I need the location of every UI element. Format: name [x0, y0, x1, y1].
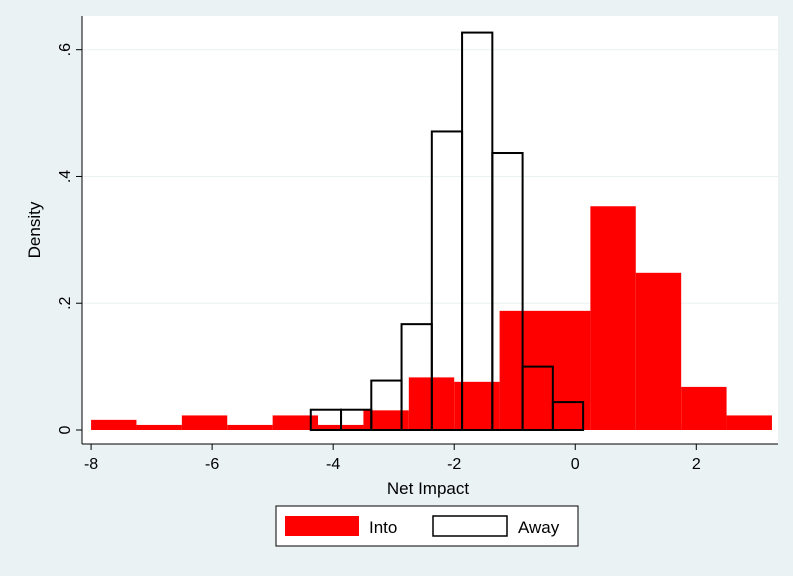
y-tick-label-0: 0 [57, 425, 74, 434]
into-bar-11 [590, 206, 636, 430]
x-tick-label-0: -8 [84, 456, 98, 473]
away-bar-7 [521, 365, 554, 432]
into-bar-12 [635, 272, 682, 430]
x-tick-label-4: 0 [571, 456, 580, 473]
x-axis-label: Net Impact [387, 479, 469, 498]
into-bar-0 [91, 419, 137, 430]
into-bar-14 [726, 415, 772, 430]
into-bar-1 [136, 424, 182, 430]
into-bar-6 [363, 410, 409, 430]
y-tick-label-2: .4 [57, 170, 74, 183]
away-bar-8 [551, 401, 585, 432]
legend-key-into [285, 516, 359, 536]
x-tick-label-5: 2 [692, 456, 701, 473]
x-tick-label-2: -4 [326, 456, 340, 473]
away-bar-6 [491, 152, 524, 432]
legend-label-into: Into [369, 518, 397, 537]
into-bar-2 [181, 415, 228, 430]
axes: -8 -6 -4 -2 0 2 0 .2 .4 .6 [57, 16, 778, 473]
x-tick-label-1: -6 [205, 456, 219, 473]
x-tick-label-3: -2 [447, 456, 461, 473]
y-tick-label-3: .6 [57, 43, 74, 56]
y-tick-label-1: .2 [57, 296, 74, 309]
legend-label-away: Away [518, 518, 560, 537]
y-axis-label: Density [25, 201, 44, 258]
legend-key-away [432, 515, 508, 537]
legend: Into Away [275, 505, 579, 547]
into-bar-4 [272, 415, 319, 430]
away-series [309, 31, 585, 432]
into-bar-3 [227, 424, 273, 430]
into-bar-13 [681, 386, 727, 430]
